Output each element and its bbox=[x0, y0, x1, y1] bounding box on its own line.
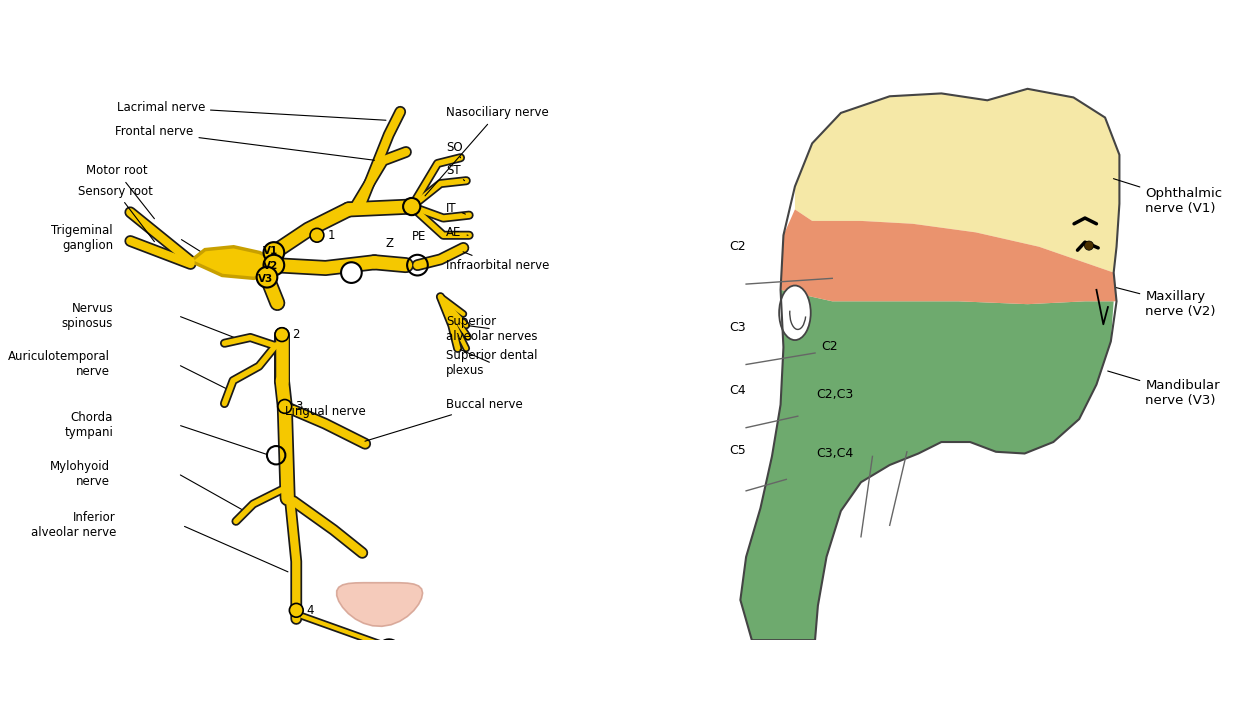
Text: Nasociliary nerve: Nasociliary nerve bbox=[425, 107, 549, 196]
Text: Chorda
tympani: Chorda tympani bbox=[64, 411, 112, 439]
Text: C2: C2 bbox=[821, 340, 838, 352]
Text: 1: 1 bbox=[328, 229, 335, 241]
Text: Z: Z bbox=[386, 237, 394, 251]
Text: SO: SO bbox=[446, 141, 462, 157]
Text: 3: 3 bbox=[295, 400, 302, 413]
Text: ST: ST bbox=[446, 164, 465, 181]
Polygon shape bbox=[780, 210, 1116, 304]
Circle shape bbox=[275, 328, 289, 342]
Circle shape bbox=[256, 267, 278, 287]
Text: V3: V3 bbox=[258, 274, 272, 284]
Text: C2,C3: C2,C3 bbox=[816, 388, 854, 401]
Text: 2: 2 bbox=[292, 328, 300, 341]
Text: V2: V2 bbox=[264, 261, 279, 270]
Text: C2: C2 bbox=[729, 240, 746, 253]
Text: Infraorbital nerve: Infraorbital nerve bbox=[446, 252, 550, 273]
Text: C3,C4: C3,C4 bbox=[816, 447, 854, 460]
Polygon shape bbox=[190, 247, 276, 278]
Text: Lingual nerve: Lingual nerve bbox=[285, 405, 366, 418]
Text: 4: 4 bbox=[306, 604, 314, 617]
Circle shape bbox=[341, 262, 361, 283]
Text: Maxillary
nerve (V2): Maxillary nerve (V2) bbox=[1116, 287, 1216, 318]
Circle shape bbox=[278, 400, 291, 413]
Text: Nervus
spinosus: Nervus spinosus bbox=[61, 301, 112, 330]
Circle shape bbox=[310, 228, 324, 242]
Text: Ophthalmic
nerve (V1): Ophthalmic nerve (V1) bbox=[1114, 179, 1222, 215]
Text: AE: AE bbox=[446, 226, 468, 239]
Circle shape bbox=[1085, 241, 1094, 250]
Circle shape bbox=[264, 242, 284, 263]
Circle shape bbox=[402, 198, 420, 215]
Text: Sensory root: Sensory root bbox=[79, 184, 155, 241]
Text: Lacrimal nerve: Lacrimal nerve bbox=[116, 101, 386, 120]
Text: Trigeminal
ganglion: Trigeminal ganglion bbox=[51, 224, 112, 252]
Text: PE: PE bbox=[411, 230, 426, 244]
Text: Superior
alveolar nerves: Superior alveolar nerves bbox=[446, 315, 538, 343]
Text: Motor root: Motor root bbox=[86, 164, 155, 219]
Ellipse shape bbox=[779, 285, 811, 340]
Circle shape bbox=[264, 255, 284, 275]
Text: C5: C5 bbox=[729, 444, 746, 457]
Polygon shape bbox=[336, 582, 422, 626]
Polygon shape bbox=[795, 89, 1120, 273]
Text: Mylohyoid
nerve: Mylohyoid nerve bbox=[50, 460, 110, 488]
Text: Auriculotemporal
nerve: Auriculotemporal nerve bbox=[9, 350, 110, 378]
Polygon shape bbox=[740, 290, 1114, 640]
Text: Frontal nerve: Frontal nerve bbox=[115, 126, 375, 160]
Text: Superior dental
plexus: Superior dental plexus bbox=[446, 349, 538, 377]
Text: IT: IT bbox=[446, 202, 465, 215]
Text: Buccal nerve: Buccal nerve bbox=[365, 398, 522, 441]
Circle shape bbox=[289, 604, 304, 617]
Text: V1: V1 bbox=[264, 246, 279, 256]
Text: C4: C4 bbox=[729, 384, 746, 397]
Text: C3: C3 bbox=[729, 321, 746, 334]
Text: Inferior
alveolar nerve: Inferior alveolar nerve bbox=[30, 511, 116, 539]
Text: Mandibular
nerve (V3): Mandibular nerve (V3) bbox=[1108, 371, 1220, 407]
